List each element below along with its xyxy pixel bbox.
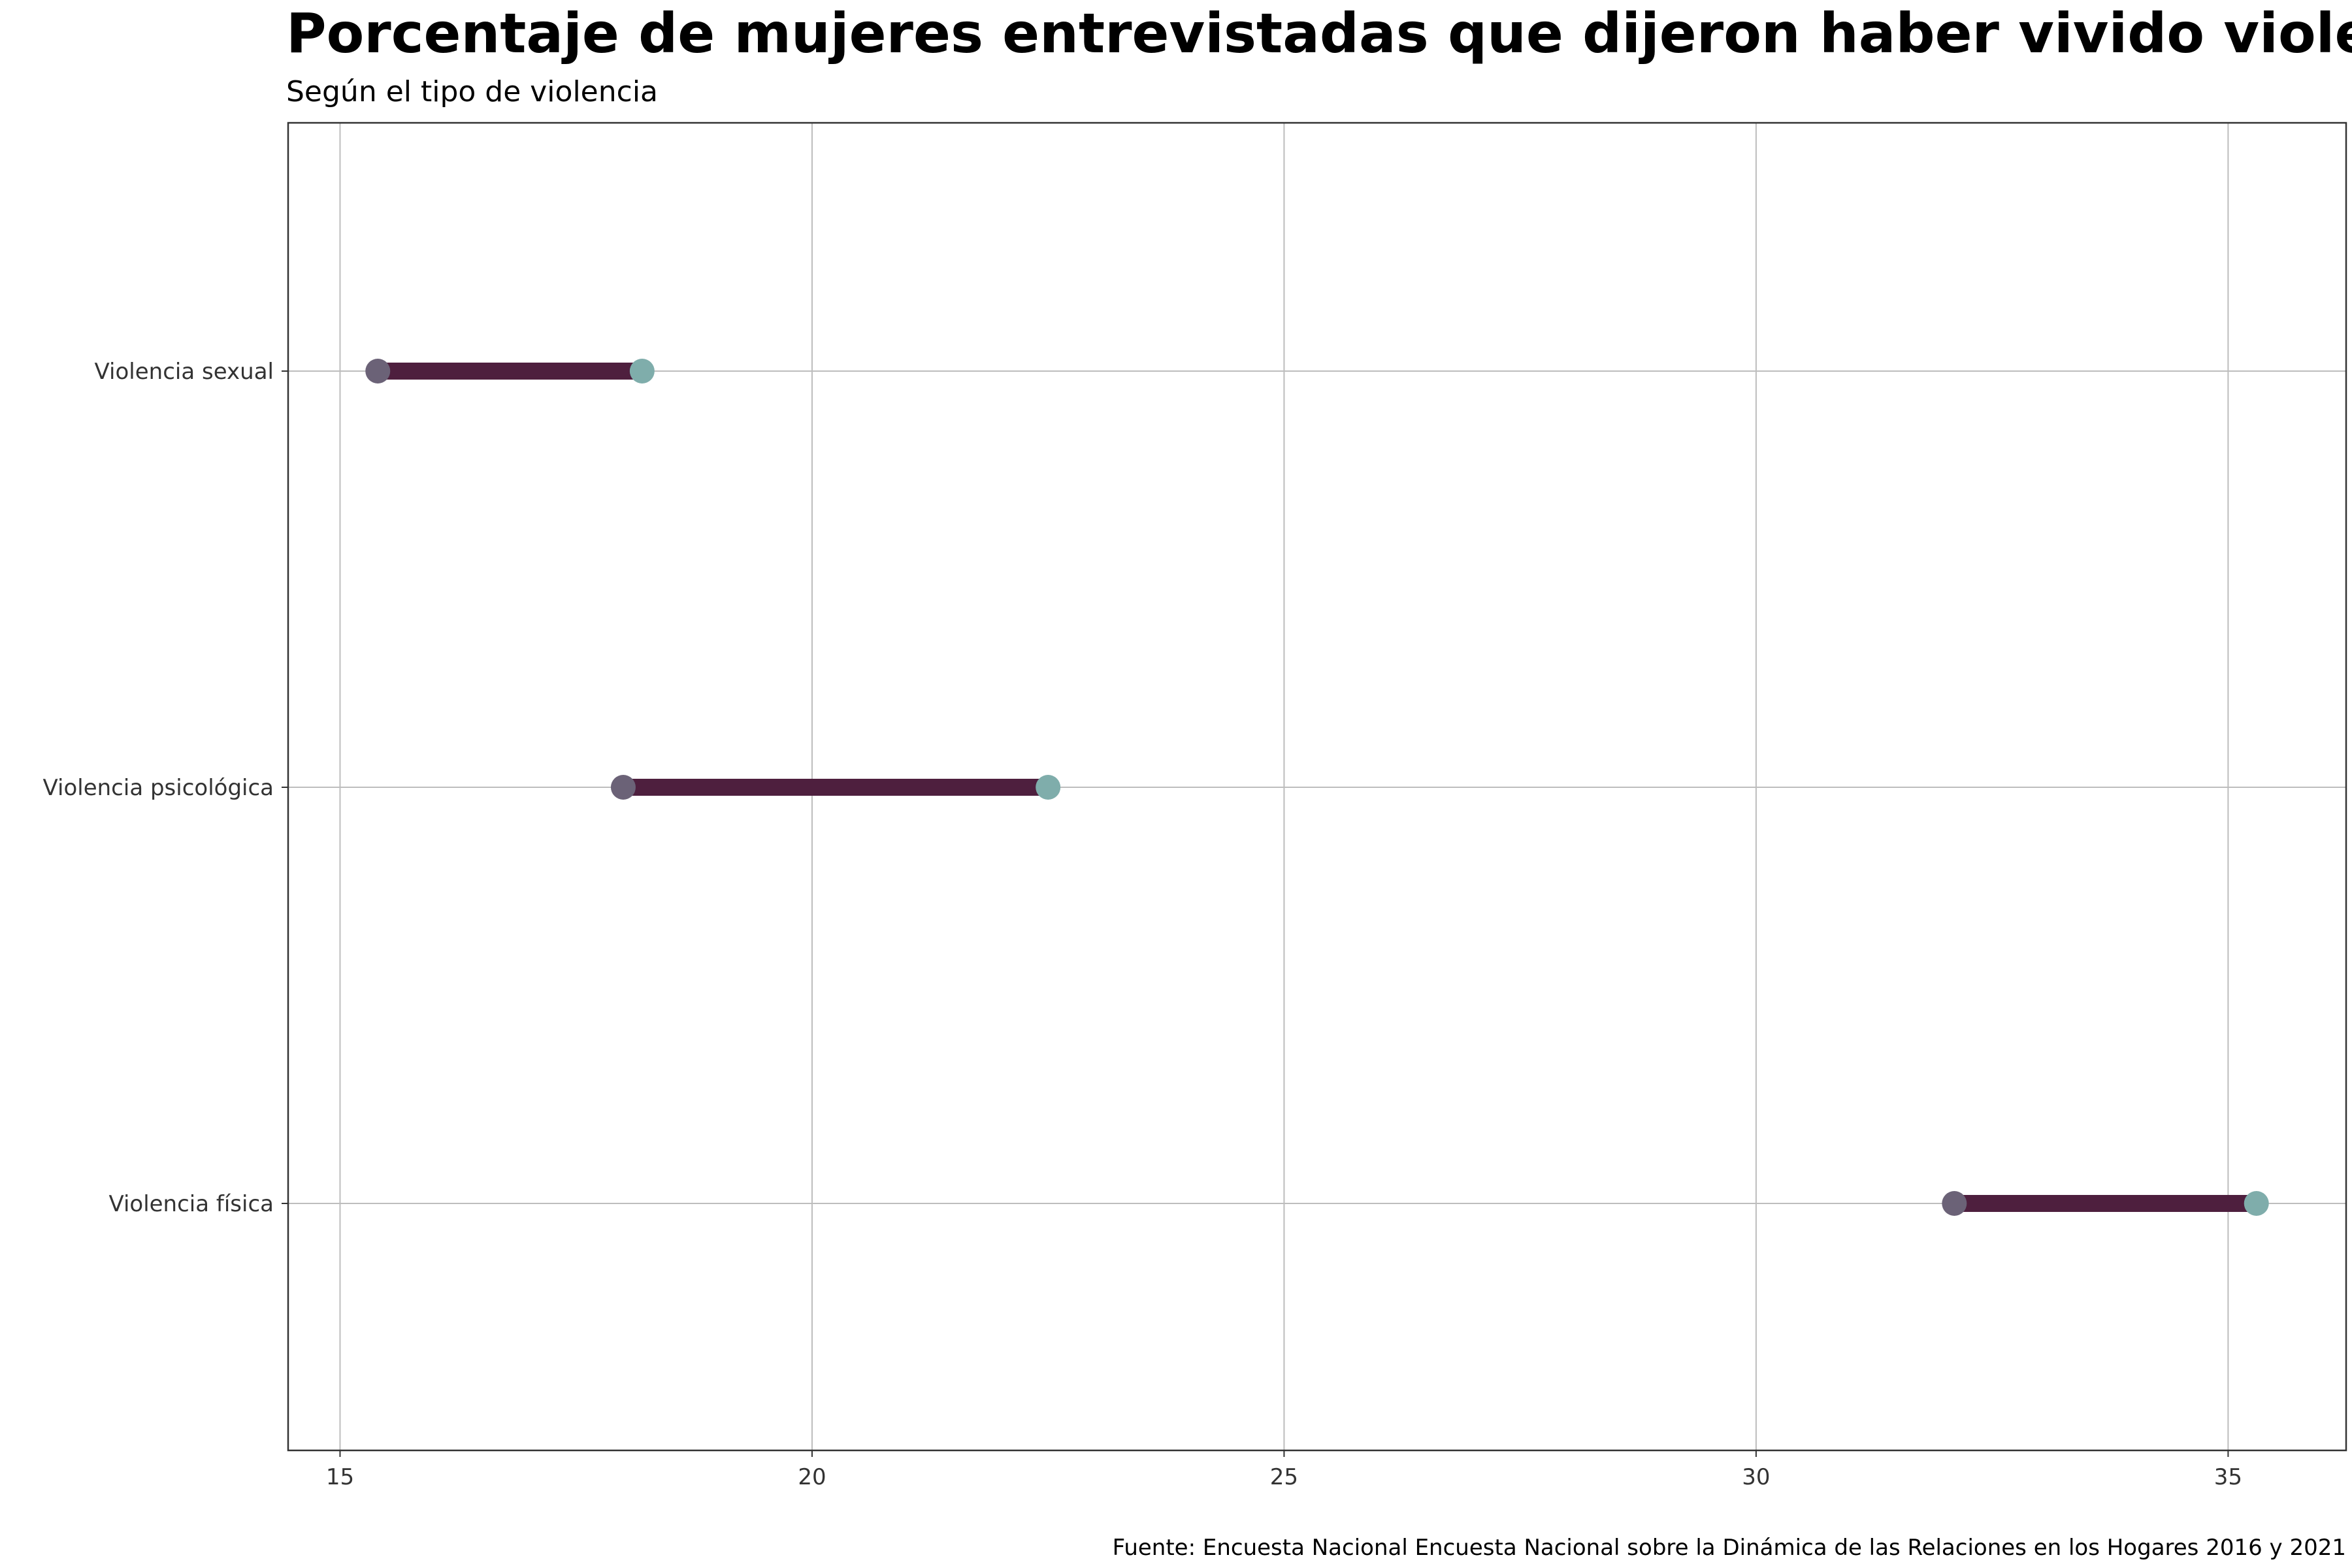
point-end <box>629 359 655 384</box>
axis-layer: 15 20 25 30 35 Violencia sexual Violencia psic… <box>43 359 2243 1490</box>
y-tick-label: Violencia física <box>108 1191 274 1217</box>
point-start <box>610 775 636 800</box>
y-tick-label: Violencia psicológica <box>43 775 274 801</box>
x-tick-label: 25 <box>1270 1464 1298 1490</box>
y-tick-label: Violencia sexual <box>95 359 274 385</box>
marks-layer <box>365 359 2269 1216</box>
chart-subtitle: Según el tipo de violencia <box>286 75 658 108</box>
chart-caption: Fuente: Encuesta Nacional Encuesta Nacio… <box>1113 1535 2346 1561</box>
point-start <box>1942 1191 1967 1216</box>
x-tick-label: 15 <box>326 1464 354 1490</box>
grid-layer <box>288 123 2346 1450</box>
chart-title: Porcentaje de mujeres entrevistadas que … <box>286 1 2352 65</box>
point-end <box>2244 1191 2269 1216</box>
x-tick-label: 30 <box>1742 1464 1770 1490</box>
x-tick-label: 20 <box>798 1464 826 1490</box>
x-tick-label: 35 <box>2214 1464 2242 1490</box>
point-end <box>1036 775 1061 800</box>
point-start <box>365 359 391 384</box>
